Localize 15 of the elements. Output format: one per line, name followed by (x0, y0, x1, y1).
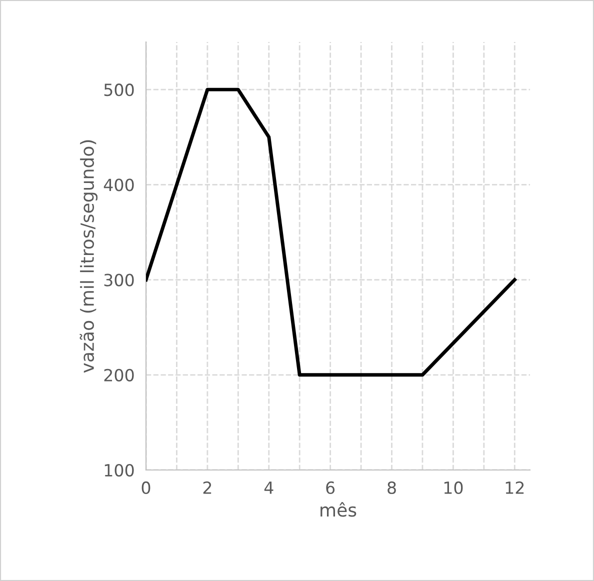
y-tick-label: 100 (104, 464, 134, 477)
x-tick-label: 2 (203, 481, 212, 494)
y-tick-label: 400 (104, 178, 134, 192)
x-tick-label: 4 (264, 482, 274, 494)
y-tick-label: 200 (104, 368, 134, 382)
x-tick-label: 12 (506, 481, 524, 494)
x-axis-title: mês (320, 502, 356, 517)
y-tick-label: 500 (104, 84, 134, 96)
y-tick-label: 300 (104, 274, 134, 286)
y-axis-title: vazão (mil litros/segundo) (80, 140, 98, 373)
x-tick-label: 0 (142, 481, 150, 494)
x-tick-label: 6 (326, 481, 335, 494)
line-series (146, 88, 516, 377)
x-tick-label: 10 (444, 481, 463, 494)
x-tick-label: 8 (388, 481, 396, 494)
